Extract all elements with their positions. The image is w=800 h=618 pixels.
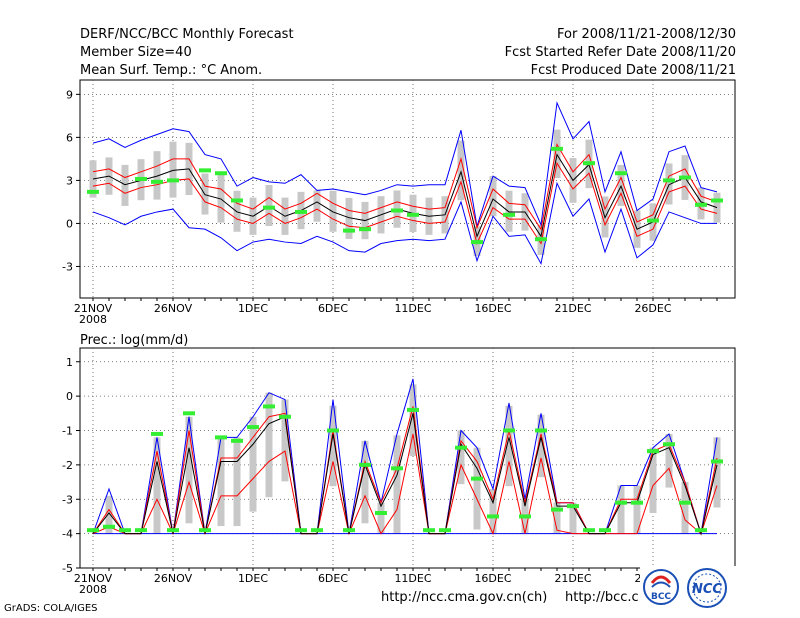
x-tick-label: 11DEC (394, 572, 431, 585)
ensemble-box (473, 447, 481, 530)
footer-url-ncc[interactable]: http://ncc.cma.gov.cn(ch) (381, 590, 548, 605)
min-line (92, 181, 717, 266)
ensemble-box (537, 414, 545, 478)
y-tick-label: -4 (62, 528, 73, 541)
x-year-label: 2008 (79, 583, 107, 596)
y-tick-label: -3 (62, 260, 73, 273)
x-tick-label: 26NOV (154, 572, 193, 585)
max-line (92, 101, 718, 227)
ensemble-box (505, 190, 513, 232)
ensemble-box (153, 437, 161, 534)
footer-url-bcc[interactable]: http://bcc.c (565, 590, 639, 605)
y-tick-label: -1 (62, 425, 73, 438)
plot-frame (79, 79, 736, 299)
ensemble-box (233, 190, 241, 232)
ensemble-box (329, 190, 337, 232)
ensemble-box (185, 416, 193, 524)
ensemble-box (489, 488, 497, 534)
logos: BCC NCC (643, 568, 727, 608)
ensemble-box (649, 447, 657, 513)
ensemble-box (377, 502, 385, 534)
x-tick-label: 21NOV (74, 572, 113, 585)
header-member-size: Member Size=40 (80, 45, 192, 60)
ensemble-box (281, 399, 289, 482)
ensemble-box (713, 437, 721, 508)
header-period: For 2008/11/21-2008/12/30 (557, 27, 736, 42)
y-tick-label: -3 (62, 493, 73, 506)
ensemble-box (569, 502, 577, 534)
svg-text:BCC: BCC (651, 592, 671, 602)
y-tick-label: -5 (62, 562, 73, 575)
ensemble-box (217, 437, 225, 527)
plus-std-line (92, 406, 718, 536)
ensemble-box (89, 160, 97, 198)
ensemble-box (489, 176, 497, 217)
y-tick-label: 0 (66, 217, 73, 230)
x-tick-label: 26DEC (634, 302, 671, 315)
y-tick-label: 3 (66, 174, 73, 187)
x-tick-label: 26NOV (154, 302, 193, 315)
y-tick-label: 0 (66, 390, 73, 403)
ensemble-box (409, 384, 417, 456)
ensemble-box (169, 141, 177, 198)
x-tick-label: 21DEC (554, 572, 591, 585)
panel-precipitation: -5 -4 -3 -2 -1 0 1 21NOV 26NOV 1DEC 6DEC 11DEC 16DEC… (62, 347, 736, 596)
ensemble-box (457, 430, 465, 485)
x-tick-label: 6DEC (318, 302, 348, 315)
x-tick-label: 16DEC (474, 572, 511, 585)
ensemble-box (233, 437, 241, 527)
x-tick-label: 6DEC (318, 572, 348, 585)
ensemble-box (329, 405, 337, 487)
y-tick-label: 9 (66, 88, 73, 101)
header-variable: Mean Surf. Temp.: °C Anom. (80, 63, 263, 78)
x-tick-label: 21NOV (74, 302, 113, 315)
x-tick-label: 16DEC (474, 302, 511, 315)
grads-credit: GrADS: COLA/IGES (4, 603, 98, 614)
header-start-date: Fcst Started Refer Date 2008/11/20 (504, 45, 736, 60)
max-line (92, 378, 718, 535)
ensemble-box (249, 416, 257, 512)
x-tick-label: 21DEC (554, 302, 591, 315)
ensemble-box (153, 151, 161, 200)
ensemble-box (393, 435, 401, 534)
minus-std-line (92, 161, 718, 246)
minus-std-line (92, 433, 718, 536)
precip-title: Prec.: log(mm/d) (80, 333, 189, 348)
ensemble-box (313, 190, 321, 222)
x-year-label: 2008 (79, 313, 107, 326)
plus-std-line (92, 143, 718, 231)
y-tick-label: -2 (62, 459, 73, 472)
bcc-logo: BCC (643, 569, 679, 605)
ensemble-box (105, 495, 113, 534)
ensemble-box (265, 184, 273, 227)
ensemble-box (217, 174, 225, 223)
svg-text:NCC: NCC (692, 582, 722, 597)
ensemble-box (505, 405, 513, 487)
logo-area: BCC NCC (640, 566, 740, 610)
ensemble-box (345, 197, 353, 239)
ensemble-box (121, 164, 129, 206)
x-tick-label: 1DEC (238, 302, 268, 315)
panel-temperature: -3 0 3 6 9 21NOV 26NOV 1DEC 6DEC 11DEC 16DEC 21DEC 2… (62, 79, 736, 326)
y-tick-label: 6 (66, 131, 73, 144)
ensemble-box (665, 163, 673, 205)
y-tick-label: 1 (66, 356, 73, 369)
x-tick-label: 1DEC (238, 572, 268, 585)
header-title: DERF/NCC/BCC Monthly Forecast (80, 27, 294, 42)
ensemble-box (553, 502, 561, 534)
ensemble-box (361, 440, 369, 524)
ensemble-box (633, 485, 641, 534)
x-tick-label: 11DEC (394, 302, 431, 315)
ensemble-box (681, 482, 689, 534)
mean-line (92, 413, 718, 536)
ensemble-box (617, 485, 625, 534)
header-produced-date: Fcst Produced Date 2008/11/21 (530, 63, 736, 78)
mean-line (92, 153, 718, 238)
ensemble-box (665, 433, 673, 488)
ncc-logo: NCC (687, 568, 727, 608)
ensemble-box (265, 392, 273, 498)
